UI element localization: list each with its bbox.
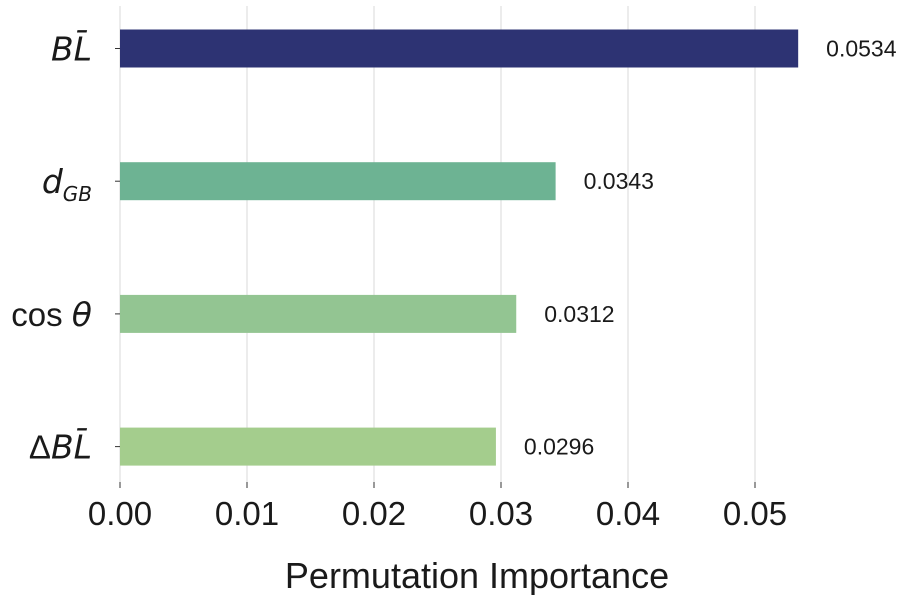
x-tick-label: 0.04 (596, 495, 660, 532)
value-label: 0.0296 (524, 434, 594, 460)
x-tick-label: 0.00 (88, 495, 152, 532)
x-tick-label: 0.05 (723, 495, 787, 532)
y-tick-labels: BL̄ dGB cos θ ΔBL̄ (11, 28, 92, 466)
y-tick-label-BL-bar: BL̄ (51, 28, 92, 68)
bar-BL-bar (120, 29, 799, 68)
value-label: 0.0343 (584, 168, 654, 194)
value-labels: 0.0534 0.0343 0.0312 0.0296 (524, 36, 897, 460)
x-tick-label: 0.01 (215, 495, 279, 532)
bars (120, 29, 799, 466)
y-tick-label-delta_BL-bar: ΔBL̄ (29, 427, 92, 467)
value-label: 0.0312 (544, 301, 614, 327)
x-ticks: 0.00 0.01 0.02 0.03 0.04 0.05 (88, 482, 787, 532)
bar-cos_theta (120, 294, 517, 333)
x-tick-label: 0.03 (469, 495, 533, 532)
y-ticks (115, 48, 120, 448)
gridlines (119, 6, 756, 482)
x-tick-label: 0.02 (342, 495, 406, 532)
y-tick-label-cos_theta: cos θ (11, 295, 92, 334)
bar-d_GB (120, 162, 556, 201)
bar-delta_BL-bar (120, 427, 496, 466)
x-axis-label: Permutation Importance (285, 555, 669, 595)
y-tick-label-d_GB: dGB (42, 162, 92, 206)
value-label: 0.0534 (826, 36, 897, 62)
